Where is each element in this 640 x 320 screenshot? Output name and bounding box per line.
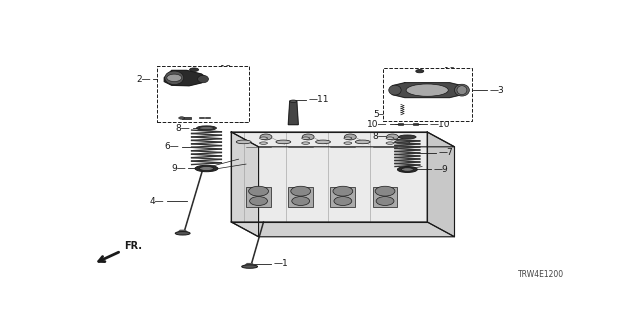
Ellipse shape — [454, 84, 469, 96]
Text: —12: —12 — [436, 67, 456, 76]
Bar — [398, 123, 403, 125]
Circle shape — [376, 196, 394, 205]
Ellipse shape — [399, 135, 416, 139]
Text: —1: —1 — [273, 259, 288, 268]
Circle shape — [292, 196, 310, 205]
Circle shape — [302, 134, 314, 140]
Circle shape — [260, 134, 272, 140]
Ellipse shape — [175, 232, 190, 235]
Text: —12: —12 — [211, 65, 232, 74]
Ellipse shape — [276, 140, 291, 144]
Text: 10—: 10— — [367, 120, 388, 129]
Text: 5—: 5— — [374, 109, 388, 118]
Ellipse shape — [198, 75, 209, 83]
Bar — [383, 68, 472, 121]
Ellipse shape — [403, 83, 452, 98]
Bar — [372, 188, 397, 207]
Ellipse shape — [179, 117, 185, 119]
Text: 8—: 8— — [372, 132, 388, 141]
Bar — [413, 123, 419, 125]
Text: —10: —10 — [429, 120, 450, 129]
Ellipse shape — [316, 140, 330, 144]
Ellipse shape — [386, 137, 394, 140]
Ellipse shape — [260, 137, 268, 140]
Ellipse shape — [406, 84, 448, 96]
Circle shape — [167, 74, 182, 82]
Text: FR.: FR. — [124, 241, 141, 251]
Ellipse shape — [301, 137, 310, 140]
Text: —10: —10 — [228, 116, 248, 125]
Ellipse shape — [397, 166, 417, 172]
Text: —10: —10 — [228, 114, 248, 123]
Text: —3: —3 — [489, 86, 504, 95]
Polygon shape — [164, 70, 207, 86]
Text: 4—: 4— — [150, 196, 164, 205]
Ellipse shape — [165, 71, 184, 84]
Circle shape — [375, 186, 395, 196]
Text: —9: —9 — [434, 165, 449, 174]
Circle shape — [250, 196, 268, 205]
Polygon shape — [288, 101, 298, 124]
Bar — [199, 117, 204, 118]
Bar — [246, 188, 271, 207]
Ellipse shape — [355, 140, 370, 144]
Bar — [182, 117, 191, 119]
Ellipse shape — [199, 127, 214, 130]
Ellipse shape — [189, 68, 198, 71]
Polygon shape — [177, 230, 189, 233]
Ellipse shape — [416, 69, 424, 73]
Text: 2—: 2— — [136, 75, 151, 84]
Circle shape — [334, 196, 352, 205]
Text: —11: —11 — [308, 95, 329, 104]
Ellipse shape — [395, 140, 410, 144]
Ellipse shape — [236, 140, 251, 144]
Circle shape — [344, 134, 356, 140]
Polygon shape — [428, 132, 454, 237]
Bar — [157, 66, 248, 122]
Ellipse shape — [344, 142, 352, 144]
Text: 5—: 5— — [159, 114, 174, 123]
Bar — [205, 117, 210, 118]
Circle shape — [249, 186, 269, 196]
Text: 9—: 9— — [171, 164, 186, 173]
Text: 8—: 8— — [176, 124, 191, 132]
Ellipse shape — [388, 85, 401, 95]
Ellipse shape — [344, 137, 352, 140]
Ellipse shape — [290, 100, 297, 102]
Ellipse shape — [260, 142, 268, 144]
Circle shape — [333, 186, 353, 196]
Bar — [330, 188, 355, 207]
Ellipse shape — [196, 126, 216, 130]
Polygon shape — [392, 83, 462, 98]
Text: TRW4E1200: TRW4E1200 — [518, 270, 564, 279]
Text: 6—: 6— — [164, 142, 179, 151]
Polygon shape — [231, 132, 259, 237]
Bar — [288, 188, 313, 207]
Circle shape — [387, 134, 399, 140]
Text: —7: —7 — [438, 148, 453, 157]
Ellipse shape — [386, 142, 394, 144]
Ellipse shape — [242, 265, 257, 268]
Polygon shape — [231, 132, 454, 147]
Polygon shape — [231, 222, 454, 237]
Polygon shape — [244, 264, 255, 267]
Polygon shape — [231, 132, 428, 222]
Ellipse shape — [200, 166, 213, 171]
Circle shape — [291, 186, 310, 196]
Ellipse shape — [401, 168, 413, 171]
Ellipse shape — [457, 86, 467, 95]
Ellipse shape — [195, 165, 218, 172]
Ellipse shape — [301, 142, 310, 144]
